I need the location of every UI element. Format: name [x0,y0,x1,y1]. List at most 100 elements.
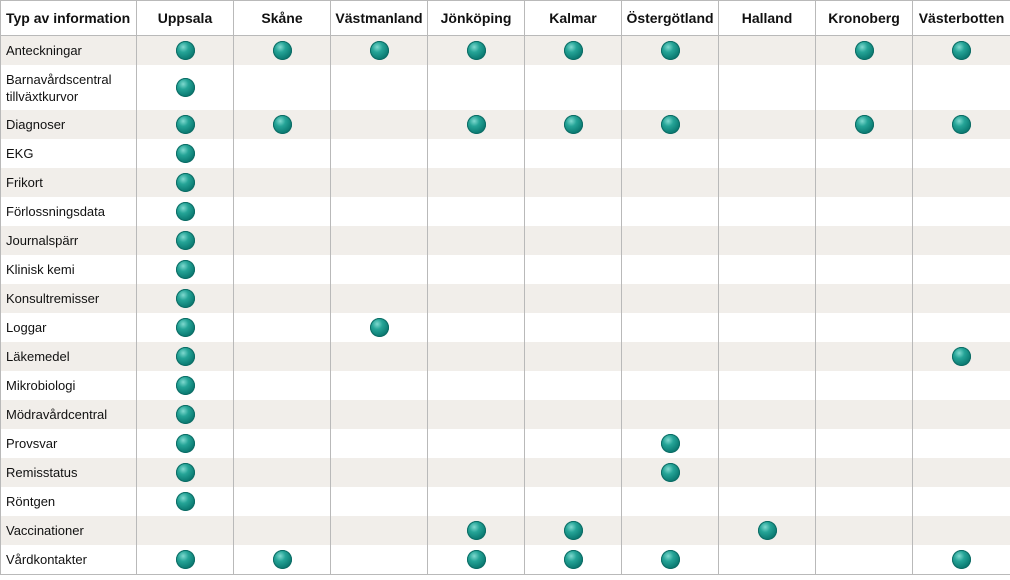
availability-cell [524,284,622,313]
teal-dot-icon [952,115,971,134]
availability-cell [912,139,1010,168]
availability-cell [233,284,331,313]
availability-cell [330,516,428,545]
availability-cell [233,255,331,284]
availability-cell [718,545,816,575]
availability-cell [330,35,428,65]
availability-cell [621,545,719,575]
table-body: Anteckningar Barnavårdscentral tillväxtku… [0,35,1010,575]
table-row: Diagnoser [0,110,1010,139]
column-header-region: Västerbotten [912,0,1010,36]
table-row: EKG [0,139,1010,168]
teal-dot-icon [660,463,680,482]
teal-dot-icon [175,78,195,97]
availability-cell [136,284,234,313]
availability-cell [718,255,816,284]
row-label: Vaccinationer [0,516,137,545]
row-label: Anteckningar [0,35,137,65]
teal-dot-icon [563,550,583,569]
availability-cell [815,139,913,168]
teal-dot-icon [466,41,486,60]
row-label: Vårdkontakter [0,545,137,575]
availability-cell [233,545,331,575]
availability-cell [718,313,816,342]
availability-cell [427,226,525,255]
availability-cell [621,65,719,110]
table-row: Läkemedel [0,342,1010,371]
availability-cell [912,110,1010,139]
column-header-region: Skåne [233,0,331,36]
availability-cell [621,35,719,65]
column-header-region: Halland [718,0,816,36]
availability-cell [427,313,525,342]
availability-cell [718,516,816,545]
availability-cell [136,342,234,371]
row-label: Remisstatus [0,458,137,487]
table-row: Röntgen [0,487,1010,516]
availability-cell [718,342,816,371]
availability-cell [815,516,913,545]
teal-dot-icon [563,521,583,540]
teal-dot-icon [175,144,195,163]
table-row: Konsultremisser [0,284,1010,313]
availability-cell [136,516,234,545]
availability-cell [330,255,428,284]
availability-cell [621,255,719,284]
availability-cell [815,284,913,313]
availability-cell [233,35,331,65]
availability-cell [524,545,622,575]
availability-cell [233,487,331,516]
availability-cell [621,400,719,429]
availability-cell [330,197,428,226]
availability-cell [136,313,234,342]
availability-cell [524,65,622,110]
availability-cell [524,313,622,342]
teal-dot-icon [175,405,195,424]
availability-cell [524,516,622,545]
availability-cell [427,429,525,458]
availability-cell [718,168,816,197]
teal-dot-icon [175,173,195,192]
availability-cell [718,371,816,400]
teal-dot-icon [563,41,583,60]
availability-cell [621,110,719,139]
teal-dot-icon [660,115,680,134]
availability-cell [912,545,1010,575]
availability-cell [912,400,1010,429]
availability-cell [912,429,1010,458]
table-row: Provsvar [0,429,1010,458]
availability-cell [621,429,719,458]
availability-cell [815,342,913,371]
availability-cell [136,65,234,110]
availability-cell [718,197,816,226]
availability-cell [524,342,622,371]
availability-cell [427,168,525,197]
teal-dot-icon [466,115,486,134]
availability-cell [524,458,622,487]
availability-cell [330,284,428,313]
teal-dot-icon [952,41,971,60]
availability-cell [621,487,719,516]
teal-dot-icon [175,115,195,134]
availability-cell [233,65,331,110]
teal-dot-icon [466,550,486,569]
teal-dot-icon [272,115,292,134]
availability-cell [524,255,622,284]
availability-cell [912,65,1010,110]
availability-cell [427,139,525,168]
availability-cell [815,197,913,226]
availability-cell [815,487,913,516]
availability-cell [912,35,1010,65]
availability-cell [427,516,525,545]
row-label: Mödravårdcentral [0,400,137,429]
availability-cell [621,139,719,168]
availability-cell [621,284,719,313]
availability-cell [136,35,234,65]
availability-cell [330,139,428,168]
teal-dot-icon [175,376,195,395]
teal-dot-icon [854,41,874,60]
availability-cell [330,313,428,342]
availability-cell [621,168,719,197]
availability-cell [524,139,622,168]
availability-cell [330,458,428,487]
